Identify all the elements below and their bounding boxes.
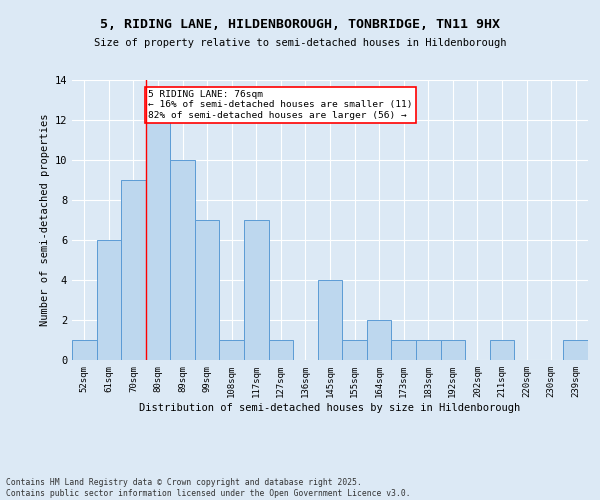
Text: 5, RIDING LANE, HILDENBOROUGH, TONBRIDGE, TN11 9HX: 5, RIDING LANE, HILDENBOROUGH, TONBRIDGE… [100,18,500,30]
Bar [170,160,195,360]
Text: Contains HM Land Registry data © Crown copyright and database right 2025.
Contai: Contains HM Land Registry data © Crown c… [6,478,410,498]
Bar [269,340,293,360]
Bar [121,180,146,360]
Bar [146,120,170,360]
Bar [318,280,342,360]
Y-axis label: Number of semi-detached properties: Number of semi-detached properties [40,114,50,326]
Bar [220,340,244,360]
Bar [416,340,440,360]
Bar [342,340,367,360]
Text: 5 RIDING LANE: 76sqm
← 16% of semi-detached houses are smaller (11)
82% of semi-: 5 RIDING LANE: 76sqm ← 16% of semi-detac… [148,90,413,120]
Bar [97,240,121,360]
Bar [195,220,220,360]
Bar [563,340,588,360]
Text: Size of property relative to semi-detached houses in Hildenborough: Size of property relative to semi-detach… [94,38,506,48]
X-axis label: Distribution of semi-detached houses by size in Hildenborough: Distribution of semi-detached houses by … [139,402,521,412]
Bar [490,340,514,360]
Bar [391,340,416,360]
Bar [367,320,391,360]
Bar [440,340,465,360]
Bar [244,220,269,360]
Bar [72,340,97,360]
